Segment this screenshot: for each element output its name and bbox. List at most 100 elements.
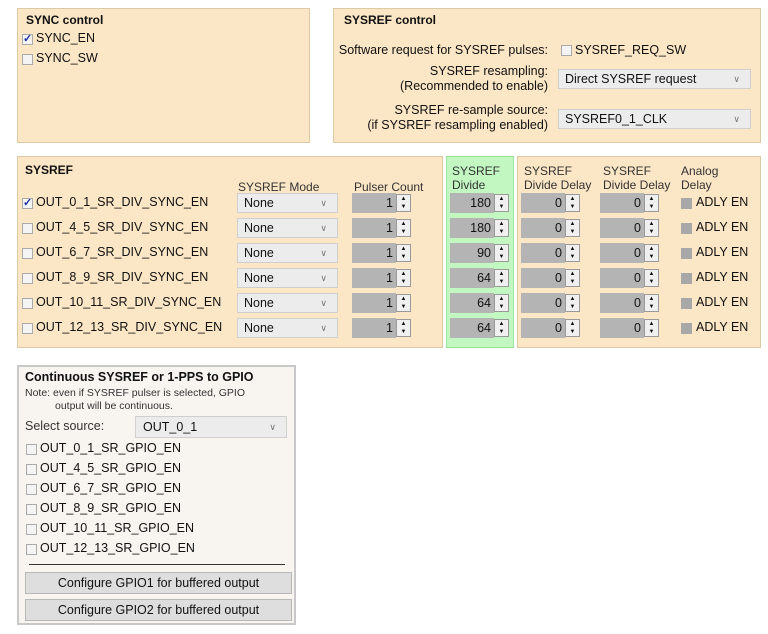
checkbox-sync-en[interactable]: ✓ [22, 33, 33, 45]
sr-div-sync-en-checkbox[interactable]: ✓ [22, 197, 33, 209]
divide-delay-2-spinner[interactable]: 0 ▲ ▼ [600, 193, 660, 213]
spinner-value[interactable]: 1 [352, 318, 396, 338]
adly-en-checkbox[interactable] [681, 273, 692, 284]
configure-gpio1-button[interactable]: Configure GPIO1 for buffered output [25, 572, 292, 594]
spinner-value[interactable]: 0 [521, 193, 565, 213]
spinner-arrows-icon[interactable]: ▲ ▼ [396, 244, 411, 262]
pulser-count-spinner[interactable]: 1 ▲ ▼ [352, 243, 412, 263]
spinner-value[interactable]: 0 [521, 243, 565, 263]
sr-div-sync-en-checkbox[interactable] [22, 298, 33, 309]
select-source-dropdown[interactable]: OUT_0_1 ∨ [135, 416, 287, 438]
spinner-arrows-icon[interactable]: ▲ ▼ [494, 219, 509, 237]
spinner-value[interactable]: 1 [352, 193, 396, 213]
adly-en-checkbox[interactable] [681, 223, 692, 234]
spinner-value[interactable]: 0 [521, 268, 565, 288]
sysref-divide-spinner[interactable]: 64 ▲ ▼ [450, 318, 510, 338]
spinner-arrows-icon[interactable]: ▲ ▼ [644, 319, 659, 337]
spinner-arrows-icon[interactable]: ▲ ▼ [494, 194, 509, 212]
spinner-arrows-icon[interactable]: ▲ ▼ [494, 244, 509, 262]
divide-delay-1-spinner[interactable]: 0 ▲ ▼ [521, 268, 581, 288]
sr-gpio-en-checkbox[interactable] [26, 484, 37, 495]
sysref-mode-select[interactable]: None ∨ [237, 218, 338, 238]
spinner-arrows-icon[interactable]: ▲ ▼ [565, 319, 580, 337]
divide-delay-2-spinner[interactable]: 0 ▲ ▼ [600, 243, 660, 263]
spinner-value[interactable]: 0 [600, 293, 644, 313]
pulser-count-spinner[interactable]: 1 ▲ ▼ [352, 218, 412, 238]
spinner-value[interactable]: 0 [600, 243, 644, 263]
sr-div-sync-en-checkbox[interactable] [22, 248, 33, 259]
spinner-arrows-icon[interactable]: ▲ ▼ [494, 269, 509, 287]
spinner-arrows-icon[interactable]: ▲ ▼ [644, 219, 659, 237]
pulser-count-spinner[interactable]: 1 ▲ ▼ [352, 293, 412, 313]
pulser-count-spinner[interactable]: 1 ▲ ▼ [352, 193, 412, 213]
sysref-mode-select[interactable]: None ∨ [237, 193, 338, 213]
sysref-req-sw-checkbox[interactable] [561, 45, 572, 56]
spinner-arrows-icon[interactable]: ▲ ▼ [565, 244, 580, 262]
divide-delay-2-spinner[interactable]: 0 ▲ ▼ [600, 318, 660, 338]
sr-div-sync-en-checkbox[interactable] [22, 223, 33, 234]
sysref-divide-spinner[interactable]: 64 ▲ ▼ [450, 268, 510, 288]
spinner-value[interactable]: 64 [450, 268, 494, 288]
spinner-arrows-icon[interactable]: ▲ ▼ [644, 269, 659, 287]
spinner-value[interactable]: 64 [450, 318, 494, 338]
spinner-arrows-icon[interactable]: ▲ ▼ [396, 269, 411, 287]
spinner-arrows-icon[interactable]: ▲ ▼ [565, 194, 580, 212]
sysref-mode-select[interactable]: None ∨ [237, 268, 338, 288]
adly-en-checkbox[interactable] [681, 248, 692, 259]
adly-en-checkbox[interactable] [681, 323, 692, 334]
spinner-value[interactable]: 0 [521, 293, 565, 313]
spinner-arrows-icon[interactable]: ▲ ▼ [396, 294, 411, 312]
spinner-value[interactable]: 0 [600, 218, 644, 238]
sysref-divide-spinner[interactable]: 90 ▲ ▼ [450, 243, 510, 263]
spinner-arrows-icon[interactable]: ▲ ▼ [644, 244, 659, 262]
spinner-value[interactable]: 180 [450, 193, 494, 213]
sysref-mode-select[interactable]: None ∨ [237, 243, 338, 263]
sysref-resample-source-select[interactable]: SYSREF0_1_CLK ∨ [558, 109, 751, 129]
sysref-mode-select[interactable]: None ∨ [237, 293, 338, 313]
spinner-value[interactable]: 90 [450, 243, 494, 263]
spinner-value[interactable]: 1 [352, 218, 396, 238]
spinner-value[interactable]: 0 [600, 318, 644, 338]
divide-delay-2-spinner[interactable]: 0 ▲ ▼ [600, 218, 660, 238]
spinner-arrows-icon[interactable]: ▲ ▼ [644, 294, 659, 312]
divide-delay-1-spinner[interactable]: 0 ▲ ▼ [521, 218, 581, 238]
sysref-divide-spinner[interactable]: 64 ▲ ▼ [450, 293, 510, 313]
sr-gpio-en-checkbox[interactable] [26, 444, 37, 455]
spinner-value[interactable]: 64 [450, 293, 494, 313]
divide-delay-1-spinner[interactable]: 0 ▲ ▼ [521, 243, 581, 263]
pulser-count-spinner[interactable]: 1 ▲ ▼ [352, 318, 412, 338]
divide-delay-1-spinner[interactable]: 0 ▲ ▼ [521, 318, 581, 338]
configure-gpio2-button[interactable]: Configure GPIO2 for buffered output [25, 599, 292, 621]
spinner-value[interactable]: 0 [600, 193, 644, 213]
spinner-value[interactable]: 1 [352, 293, 396, 313]
divide-delay-1-spinner[interactable]: 0 ▲ ▼ [521, 193, 581, 213]
sr-gpio-en-checkbox[interactable] [26, 544, 37, 555]
divide-delay-1-spinner[interactable]: 0 ▲ ▼ [521, 293, 581, 313]
spinner-arrows-icon[interactable]: ▲ ▼ [396, 319, 411, 337]
spinner-arrows-icon[interactable]: ▲ ▼ [565, 294, 580, 312]
spinner-arrows-icon[interactable]: ▲ ▼ [494, 319, 509, 337]
spinner-value[interactable]: 1 [352, 243, 396, 263]
sysref-divide-spinner[interactable]: 180 ▲ ▼ [450, 193, 510, 213]
spinner-value[interactable]: 1 [352, 268, 396, 288]
sr-gpio-en-checkbox[interactable] [26, 524, 37, 535]
spinner-arrows-icon[interactable]: ▲ ▼ [644, 194, 659, 212]
divide-delay-2-spinner[interactable]: 0 ▲ ▼ [600, 293, 660, 313]
spinner-value[interactable]: 0 [521, 318, 565, 338]
sysref-divide-spinner[interactable]: 180 ▲ ▼ [450, 218, 510, 238]
sr-div-sync-en-checkbox[interactable] [22, 273, 33, 284]
spinner-value[interactable]: 0 [600, 268, 644, 288]
sr-gpio-en-checkbox[interactable] [26, 504, 37, 515]
sysref-resampling-select[interactable]: Direct SYSREF request ∨ [558, 69, 751, 89]
adly-en-checkbox[interactable] [681, 298, 692, 309]
sr-div-sync-en-checkbox[interactable] [22, 323, 33, 334]
sysref-mode-select[interactable]: None ∨ [237, 318, 338, 338]
checkbox-sync-sw[interactable] [22, 54, 33, 65]
spinner-value[interactable]: 0 [521, 218, 565, 238]
pulser-count-spinner[interactable]: 1 ▲ ▼ [352, 268, 412, 288]
adly-en-checkbox[interactable] [681, 198, 692, 209]
divide-delay-2-spinner[interactable]: 0 ▲ ▼ [600, 268, 660, 288]
spinner-arrows-icon[interactable]: ▲ ▼ [396, 194, 411, 212]
spinner-arrows-icon[interactable]: ▲ ▼ [396, 219, 411, 237]
spinner-arrows-icon[interactable]: ▲ ▼ [494, 294, 509, 312]
